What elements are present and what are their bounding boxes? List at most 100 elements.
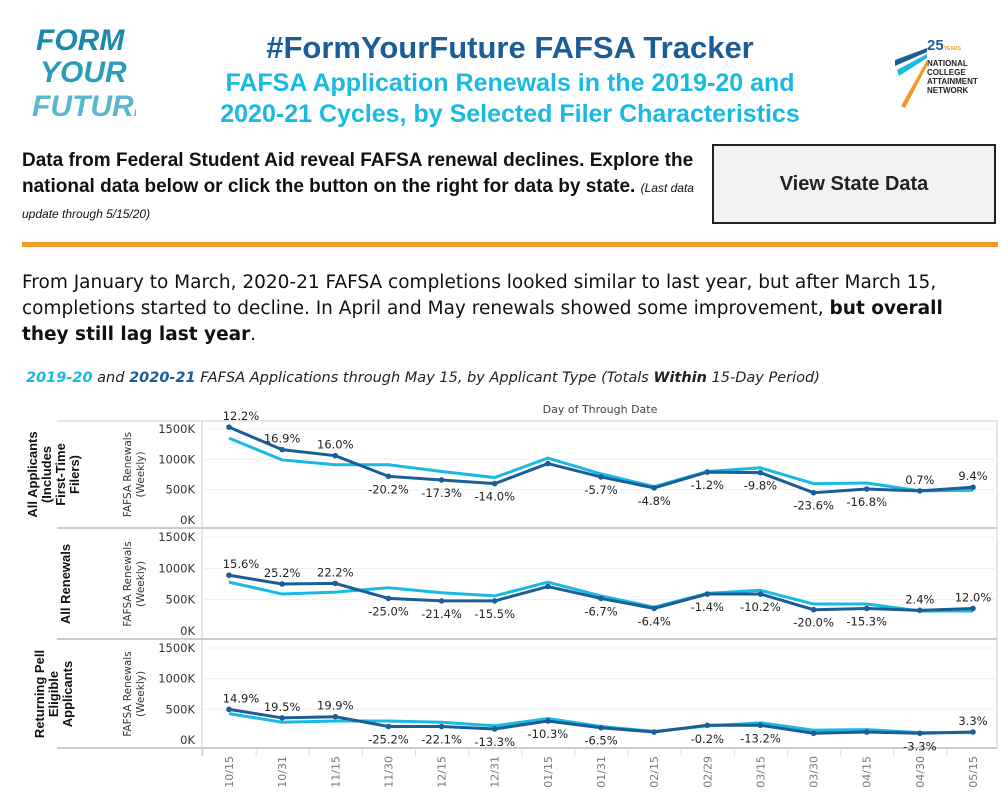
- data-point-2020-21: [226, 706, 232, 713]
- data-label: -3.3%: [903, 739, 936, 753]
- y-tick-label: 0K: [180, 513, 195, 527]
- series-line-2019-20: [228, 436, 974, 493]
- last-update-note: (Last data update through 5/15/20): [22, 181, 694, 221]
- y-tick-label: 1500K: [158, 530, 195, 544]
- data-point-2020-21: [863, 486, 870, 492]
- page-subtitle: FAFSA Application Renewals in the 2019-2…: [150, 68, 870, 130]
- data-point-2020-21: [598, 474, 604, 480]
- data-label: -14.0%: [474, 490, 515, 504]
- data-label: -16.8%: [846, 495, 887, 509]
- row-label: All Applicants: [25, 431, 40, 517]
- data-label: -25.2%: [368, 733, 409, 747]
- y-axis-title: FAFSA Renewals: [122, 432, 134, 517]
- data-label: -4.8%: [637, 494, 670, 508]
- data-label: -6.7%: [584, 604, 617, 618]
- data-label: 12.2%: [223, 409, 260, 423]
- row-label: All Renewals: [58, 544, 73, 624]
- data-point-2020-21: [863, 605, 870, 612]
- data-label: -15.3%: [846, 614, 887, 628]
- data-point-2020-21: [651, 485, 657, 491]
- data-point-2020-21: [651, 729, 657, 735]
- data-point-2020-21: [385, 473, 392, 480]
- data-point-2020-21: [438, 477, 445, 483]
- data-point-2020-21: [917, 730, 923, 737]
- svg-text:YOUR: YOUR: [40, 56, 127, 89]
- data-label: -9.8%: [744, 479, 777, 493]
- data-label: -23.6%: [793, 499, 834, 513]
- legend-2020-21: 2020-21: [129, 370, 196, 386]
- data-label: 9.4%: [958, 469, 987, 483]
- form-your-future-logo: FORM YOUR FUTURE: [32, 24, 136, 123]
- data-label: 16.9%: [264, 432, 301, 446]
- y-axis-title-sub: (Weekly): [135, 451, 147, 497]
- y-tick-label: 1500K: [158, 422, 195, 436]
- y-axis-title-sub: (Weekly): [135, 671, 147, 717]
- x-tick-label: 10/31: [276, 756, 289, 788]
- summary-text: From January to March, 2020-21 FAFSA com…: [22, 272, 937, 319]
- data-point-2020-21: [598, 595, 604, 602]
- data-point-2020-21: [704, 469, 711, 475]
- y-tick-label: 500K: [166, 702, 196, 716]
- caption-mid: FAFSA Applications through May 15, by Ap…: [195, 370, 654, 386]
- x-tick-label: 10/15: [223, 756, 236, 788]
- data-point-2020-21: [332, 713, 339, 720]
- x-tick-label: 05/15: [967, 756, 980, 788]
- data-label: -15.5%: [474, 607, 515, 621]
- y-axis-title-sub: (Weekly): [135, 561, 147, 607]
- row-label: First-Time: [53, 443, 68, 506]
- row-label: Returning Pell: [32, 650, 47, 738]
- ncan-line3: ATTAINMENT: [927, 77, 978, 86]
- data-point-2020-21: [545, 460, 551, 467]
- data-point-2020-21: [917, 607, 923, 614]
- x-tick-label: 12/15: [436, 756, 449, 788]
- data-point-2020-21: [438, 598, 445, 604]
- ncan-years-word: YEARS: [943, 46, 961, 52]
- row-label: Applicants: [60, 661, 75, 727]
- data-point-2020-21: [491, 726, 498, 732]
- data-point-2020-21: [279, 446, 285, 453]
- data-label: 22.2%: [317, 565, 354, 579]
- data-point-2020-21: [704, 722, 711, 729]
- view-state-data-button[interactable]: View State Data: [712, 144, 996, 224]
- data-label: -17.3%: [421, 486, 462, 500]
- data-point-2020-21: [385, 595, 392, 602]
- data-label: 3.3%: [958, 714, 987, 728]
- caption-within: Within: [653, 370, 707, 386]
- data-point-2020-21: [545, 583, 551, 590]
- data-label: -10.2%: [740, 600, 781, 614]
- data-label: 25.2%: [264, 566, 301, 580]
- subtitle-line-1: FAFSA Application Renewals in the 2019-2…: [225, 69, 795, 97]
- y-tick-label: 1000K: [158, 561, 195, 575]
- row-label: (Includes: [39, 446, 54, 503]
- data-label: 12.0%: [955, 590, 992, 604]
- summary-paragraph: From January to March, 2020-21 FAFSA com…: [22, 270, 992, 348]
- y-tick-label: 1500K: [158, 641, 195, 655]
- data-label: -1.2%: [691, 478, 724, 492]
- data-label: 14.9%: [223, 691, 260, 705]
- x-axis-title: Day of Through Date: [543, 403, 658, 416]
- data-label: -6.4%: [637, 614, 670, 628]
- page-title: #FormYourFuture FAFSA Tracker: [266, 30, 754, 65]
- x-tick-label: 12/31: [489, 756, 502, 788]
- caption-end: 15-Day Period): [706, 370, 820, 386]
- data-point-2020-21: [332, 580, 339, 587]
- data-point-2020-21: [810, 489, 817, 496]
- ncan-line4: NETWORK: [927, 86, 969, 95]
- data-label: -13.3%: [474, 735, 515, 749]
- data-point-2020-21: [704, 591, 711, 597]
- ncan-years: 25: [927, 37, 944, 54]
- data-point-2020-21: [598, 724, 604, 731]
- ncan-line1: NATIONAL: [927, 59, 968, 68]
- data-point-2020-21: [332, 452, 339, 459]
- data-label: -25.0%: [368, 604, 409, 618]
- data-point-2020-21: [757, 591, 764, 597]
- chart-caption: 2019-20 and 2020-21 FAFSA Applications t…: [26, 370, 820, 386]
- x-tick-label: 11/15: [329, 756, 342, 788]
- data-label: -0.2%: [691, 732, 724, 746]
- data-label: 19.9%: [317, 699, 354, 713]
- row-label: Filers): [67, 455, 82, 494]
- data-point-2020-21: [863, 729, 870, 735]
- data-point-2020-21: [917, 488, 923, 494]
- data-point-2020-21: [438, 723, 445, 730]
- data-label: -1.4%: [691, 600, 724, 614]
